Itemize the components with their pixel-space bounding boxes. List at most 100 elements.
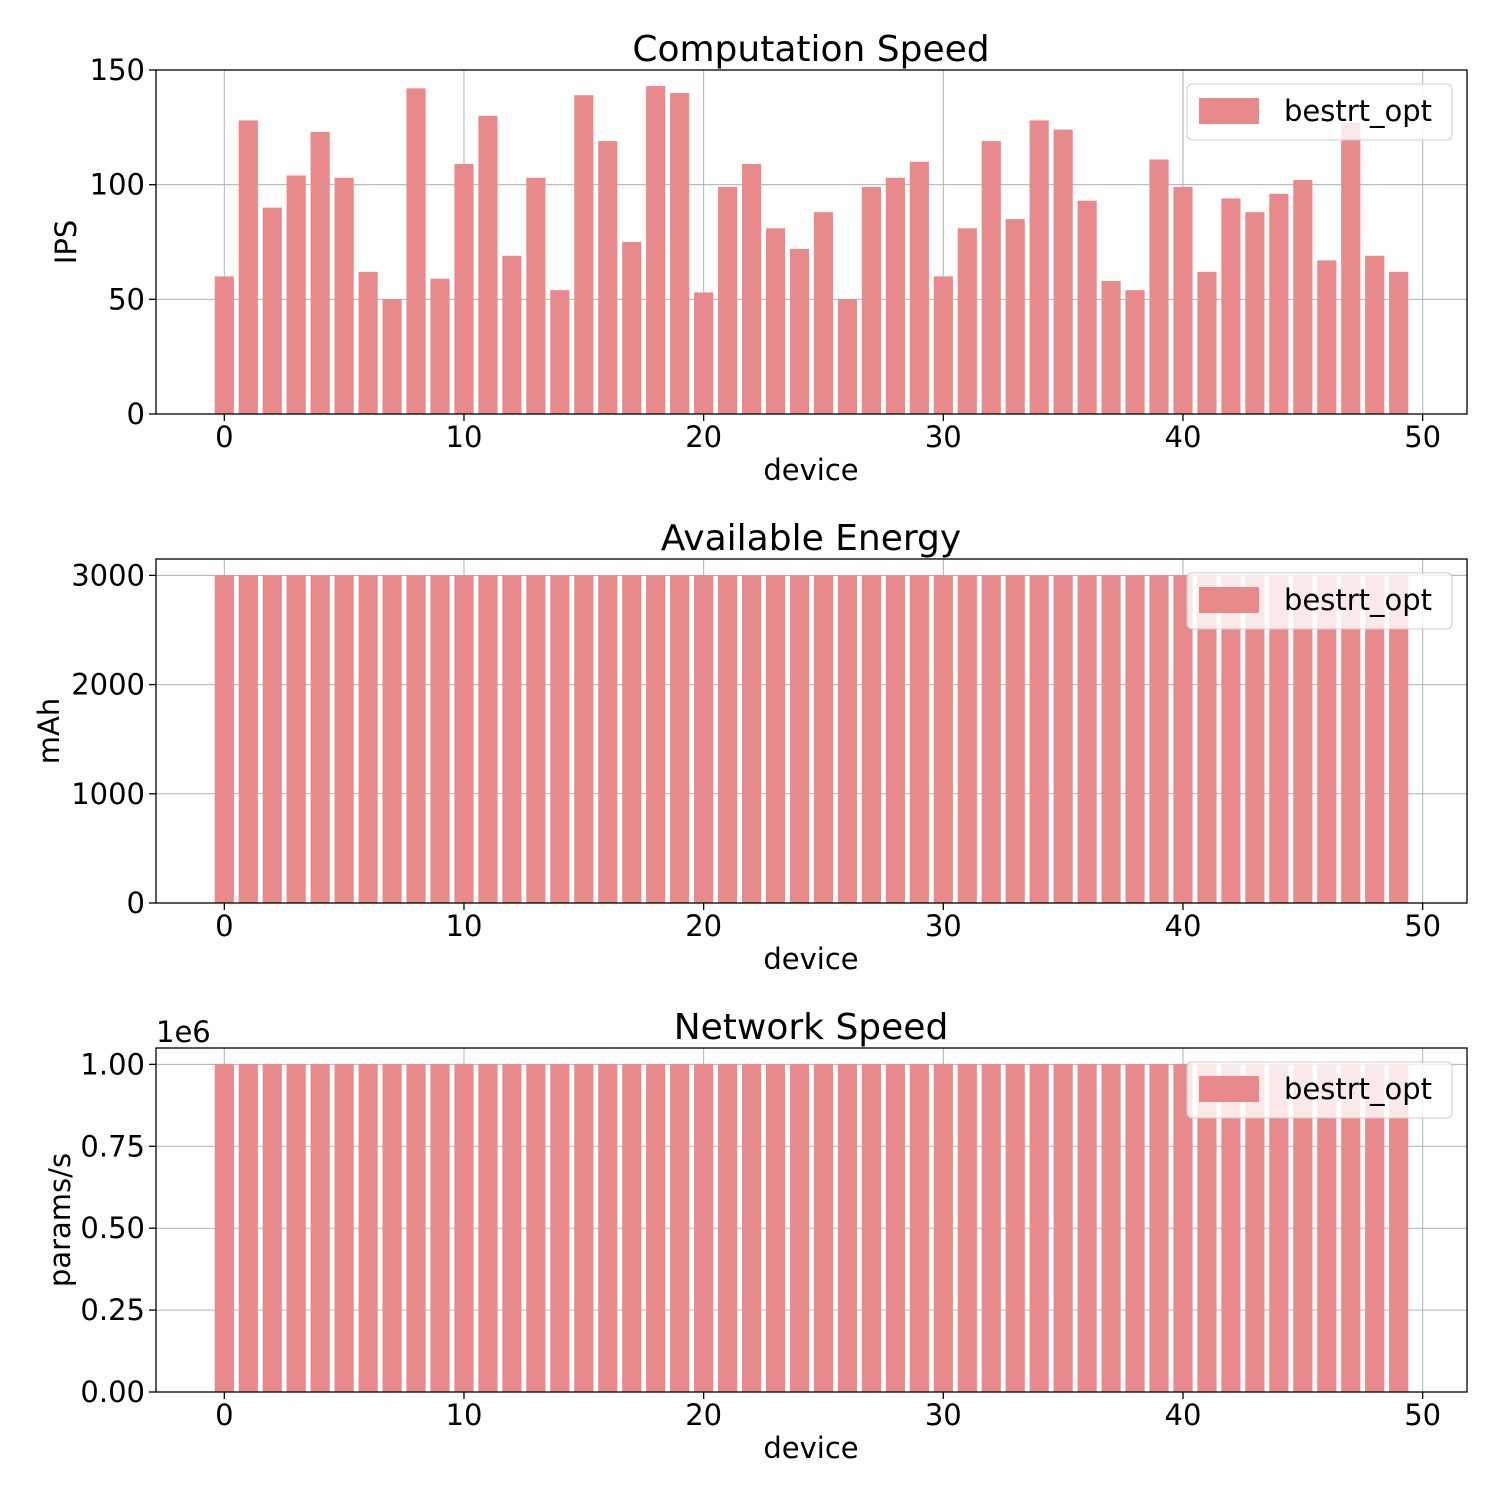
bar [382, 575, 402, 903]
bar [1149, 159, 1169, 414]
bar [1125, 575, 1145, 903]
bar [933, 276, 953, 414]
bar [837, 1064, 858, 1392]
bar [598, 575, 618, 903]
bar [454, 164, 474, 414]
bar [526, 177, 546, 414]
bar [478, 1064, 498, 1392]
y-axis-label: IPS [49, 220, 83, 264]
y-tick-label: 1000 [71, 777, 145, 811]
x-tick-label: 40 [1165, 420, 1202, 454]
x-tick-label: 20 [685, 909, 722, 943]
bar [478, 115, 498, 414]
bar [694, 1064, 714, 1392]
bar [550, 575, 570, 903]
bar [262, 1064, 282, 1392]
bar [502, 255, 522, 414]
bar [550, 1064, 570, 1392]
y-axis-label: mAh [32, 698, 66, 764]
bar [765, 1064, 786, 1392]
bar [1269, 1064, 1289, 1392]
x-tick-label: 10 [446, 420, 483, 454]
x-tick-label: 0 [215, 420, 233, 454]
bar [1365, 255, 1385, 414]
bar [1077, 575, 1097, 903]
y-axis-label: params/s [43, 1153, 77, 1287]
bar [382, 299, 402, 414]
bar [430, 1064, 450, 1392]
bar [1365, 1064, 1385, 1392]
bar [1317, 260, 1337, 414]
bar [286, 1064, 306, 1392]
bar [1365, 575, 1385, 903]
bar [957, 575, 977, 903]
bar [1269, 193, 1289, 414]
bar [694, 575, 714, 903]
bar [574, 575, 594, 903]
x-tick-label: 0 [215, 909, 233, 943]
bar [598, 141, 618, 415]
x-tick-label: 50 [1404, 1398, 1441, 1432]
bar [358, 1064, 378, 1392]
bar [813, 1064, 834, 1392]
axis-ticks: 0 10 20 30 40 50 0 1000 2000 3000 [71, 558, 1441, 943]
bar [1029, 120, 1049, 414]
bar [1293, 575, 1313, 903]
bar [1317, 575, 1337, 903]
y-tick-label: 0 [127, 886, 145, 920]
bar [1053, 1064, 1073, 1392]
x-axis-label: device [763, 1431, 858, 1465]
legend-swatch [1199, 1076, 1259, 1102]
y-tick-label: 100 [90, 168, 145, 202]
x-tick-label: 50 [1404, 909, 1441, 943]
bar [1125, 1064, 1145, 1392]
bar [406, 88, 426, 414]
bar [358, 271, 378, 414]
bar [1293, 1064, 1313, 1392]
bar [861, 1064, 882, 1392]
bar [382, 1064, 402, 1392]
bar [358, 575, 378, 903]
chart-title: Computation Speed [632, 29, 989, 70]
x-tick-label: 50 [1404, 420, 1441, 454]
bar-series [214, 1064, 1409, 1392]
bar [741, 1064, 762, 1392]
bar [1341, 575, 1361, 903]
chart-panel-network-speed: Network Speed 0 10 20 30 40 50 0.00 0.25 0.50 0.7… [43, 1007, 1468, 1465]
bar [1029, 575, 1049, 903]
bar [1101, 575, 1121, 903]
bar [334, 1064, 354, 1392]
bar [334, 575, 354, 903]
bar [550, 290, 570, 414]
bar [1197, 271, 1217, 414]
bar [1221, 198, 1241, 414]
bar [310, 575, 330, 903]
bar-series [214, 575, 1409, 903]
bar [454, 1064, 474, 1392]
bar [1053, 575, 1073, 903]
bar [789, 1064, 810, 1392]
bar [861, 575, 882, 903]
bar [1125, 290, 1145, 414]
y-axis-offset-label: 1e6 [156, 1015, 211, 1049]
bar [1101, 280, 1121, 414]
bar [885, 575, 905, 903]
bar [981, 1064, 1001, 1392]
bar [718, 1064, 738, 1392]
bar [622, 1064, 642, 1392]
bar [1029, 1064, 1049, 1392]
bar [1053, 129, 1073, 415]
chart-panel-available-energy: Available Energy 0 10 20 30 40 50 0 1000 2000 300… [32, 518, 1468, 976]
bar [670, 92, 690, 414]
bar [1221, 575, 1241, 903]
bar [526, 1064, 546, 1392]
bar [670, 1064, 690, 1392]
bar [646, 86, 666, 414]
plot-area-frame [155, 558, 1468, 904]
legend: bestrt_opt [1186, 83, 1453, 141]
bar [286, 175, 306, 414]
x-tick-label: 0 [215, 1398, 233, 1432]
bar [406, 575, 426, 903]
bar [1269, 575, 1289, 903]
